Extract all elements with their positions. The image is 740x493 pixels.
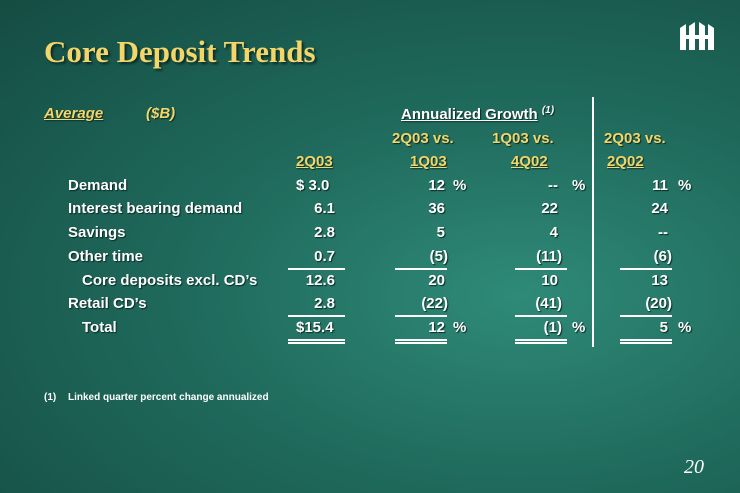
value-vs-4q02: -- (548, 177, 558, 194)
value-2q03: 2.8 (314, 295, 335, 312)
col1-header: 2Q03 (296, 153, 333, 170)
value-vs-1q03: (22) (421, 295, 448, 312)
subtotal-rule (395, 268, 447, 270)
value-vs-4q02: (41) (535, 295, 562, 312)
col3-header-top: 1Q03 vs. (492, 130, 554, 147)
value-vs-1q03: 12 (428, 177, 445, 194)
row-label: Savings (68, 224, 126, 241)
value-vs-4q02: 10 (541, 272, 558, 289)
value-vs-2q02: -- (658, 224, 668, 241)
subtotal-rule (288, 268, 345, 270)
subtotal-rule (620, 268, 672, 270)
row-label: Retail CD’s (68, 295, 147, 312)
col4-header-top: 2Q03 vs. (604, 130, 666, 147)
col4-header: 2Q02 (607, 153, 644, 170)
value-vs-2q02: 24 (651, 200, 668, 217)
value-vs-1q03: 5 (436, 224, 445, 241)
total-rule (515, 315, 567, 317)
grand-total-double-rule (288, 339, 345, 344)
value-2q03: $15.4 (296, 319, 334, 336)
grand-total-double-rule (395, 339, 447, 344)
growth-footnote-marker: (1) (541, 105, 555, 116)
percent-vs-1q03: % (453, 319, 467, 336)
value-vs-4q02: (1) (543, 319, 562, 336)
value-2q03: 6.1 (314, 200, 335, 217)
value-vs-1q03: 12 (428, 319, 445, 336)
value-vs-1q03: 20 (428, 272, 445, 289)
value-2q03: $ 3.0 (296, 177, 330, 194)
percent-vs-4q02: % (572, 177, 586, 194)
value-2q03: 12.6 (305, 272, 335, 289)
value-vs-2q02: (20) (645, 295, 672, 312)
percent-vs-1q03: % (453, 177, 467, 194)
row-label: Core deposits excl. CD’s (82, 272, 258, 289)
row-label: Interest bearing demand (68, 200, 243, 217)
unit-label: ($B) (146, 105, 176, 122)
value-vs-1q03: 36 (428, 200, 445, 217)
value-2q03: 2.8 (314, 224, 335, 241)
growth-heading: Annualized Growth (1) (401, 105, 554, 123)
value-vs-2q02: 5 (659, 319, 668, 336)
value-vs-2q02: 11 (652, 177, 668, 194)
value-vs-1q03: (5) (429, 248, 448, 265)
value-2q03: 0.7 (314, 248, 335, 265)
value-vs-4q02: 22 (541, 200, 558, 217)
total-rule (395, 315, 447, 317)
row-label: Demand (68, 177, 128, 194)
footnote-text: Linked quarter percent change annualized (68, 392, 269, 403)
col3-header: 4Q02 (511, 153, 548, 170)
value-vs-2q02: (6) (653, 248, 672, 265)
percent-vs-2q02: % (678, 177, 692, 194)
grand-total-double-rule (620, 339, 672, 344)
column-divider (592, 97, 594, 347)
page-number: 20 (684, 456, 704, 478)
value-vs-4q02: 4 (549, 224, 558, 241)
col2-header-top: 2Q03 vs. (392, 130, 454, 147)
growth-heading-text: Annualized Growth (401, 106, 538, 123)
total-rule (288, 315, 345, 317)
footnote-marker: (1) (44, 392, 57, 403)
total-rule (620, 315, 672, 317)
percent-vs-2q02: % (678, 319, 692, 336)
row-label: Other time (68, 248, 144, 265)
subtotal-rule (515, 268, 567, 270)
bank-logo-icon (680, 22, 714, 50)
grand-total-double-rule (515, 339, 567, 344)
percent-vs-4q02: % (572, 319, 586, 336)
average-label: Average (44, 105, 104, 122)
page-title: Core Deposit Trends (44, 34, 316, 69)
row-label: Total (82, 319, 117, 336)
value-vs-2q02: 13 (651, 272, 668, 289)
value-vs-4q02: (11) (536, 248, 562, 265)
col2-header: 1Q03 (410, 153, 447, 170)
